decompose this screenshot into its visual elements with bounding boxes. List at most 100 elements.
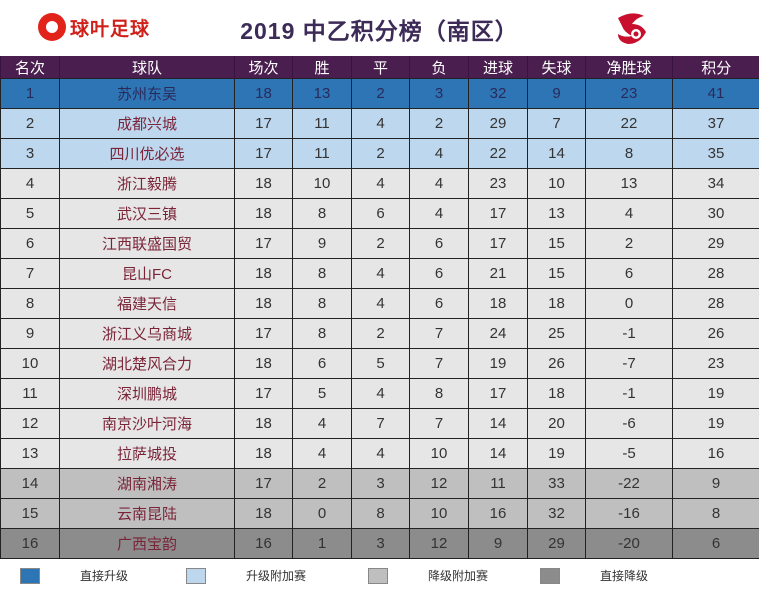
table-cell: 8 — [292, 318, 352, 349]
table-cell: 1 — [0, 78, 60, 109]
table-cell: 25 — [527, 318, 586, 349]
legend-swatch — [540, 567, 560, 584]
table-cell: 8 — [292, 288, 352, 319]
table-cell: 11 — [292, 108, 352, 139]
table-row: 2 成都兴城 17 11 4 2 29 7 22 37 — [0, 108, 759, 139]
table-cell: -1 — [585, 318, 673, 349]
team-name-cell: 云南昆陆 — [59, 498, 235, 529]
column-header: 失球 — [527, 56, 586, 79]
table-cell: -5 — [585, 438, 673, 469]
table-cell: -16 — [585, 498, 673, 529]
table-cell: 10 — [527, 168, 586, 199]
table-cell: 10 — [292, 168, 352, 199]
table-cell: -6 — [585, 408, 673, 439]
table-cell: 4 — [409, 168, 469, 199]
table-cell: 19 — [672, 378, 759, 409]
table-cell: 18 — [234, 498, 293, 529]
table-cell: 8 — [0, 288, 60, 319]
table-cell: 4 — [351, 168, 410, 199]
legend-swatch — [186, 567, 206, 584]
team-name-cell: 苏州东吴 — [59, 78, 235, 109]
table-cell: 16 — [0, 528, 60, 559]
table-cell: 10 — [0, 348, 60, 379]
table-cell: 17 — [468, 378, 528, 409]
table-cell: 2 — [351, 318, 410, 349]
table-cell: 14 — [468, 408, 528, 439]
table-cell: 23 — [585, 78, 673, 109]
table-cell: 0 — [292, 498, 352, 529]
table-cell: 4 — [351, 108, 410, 139]
table-cell: 26 — [527, 348, 586, 379]
table-cell: 15 — [0, 498, 60, 529]
table-cell: 11 — [468, 468, 528, 499]
team-name-cell: 武汉三镇 — [59, 198, 235, 229]
column-header: 积分 — [672, 56, 759, 79]
table-cell: 19 — [672, 408, 759, 439]
table-cell: 8 — [292, 198, 352, 229]
table-cell: 18 — [234, 198, 293, 229]
table-cell: 2 — [409, 108, 469, 139]
team-name-cell: 深圳鹏城 — [59, 378, 235, 409]
table-cell: 6 — [409, 288, 469, 319]
column-header: 名次 — [0, 56, 60, 79]
team-name-cell: 昆山FC — [59, 258, 235, 289]
table-cell: 9 — [527, 78, 586, 109]
table-cell: 13 — [527, 198, 586, 229]
team-name-cell: 拉萨城投 — [59, 438, 235, 469]
table-cell: 23 — [672, 348, 759, 379]
table-cell: 5 — [292, 378, 352, 409]
table-cell: 6 — [0, 228, 60, 259]
table-cell: 17 — [468, 228, 528, 259]
table-cell: 16 — [468, 498, 528, 529]
table-cell: 17 — [234, 378, 293, 409]
table-cell: 1 — [292, 528, 352, 559]
table-cell: 8 — [409, 378, 469, 409]
table-cell: 24 — [468, 318, 528, 349]
table-cell: 14 — [527, 138, 586, 169]
table-cell: 3 — [0, 138, 60, 169]
table-cell: 32 — [468, 78, 528, 109]
table-row: 6 江西联盛国贸 17 9 2 6 17 15 2 29 — [0, 228, 759, 259]
table-cell: 9 — [292, 228, 352, 259]
table-cell: 34 — [672, 168, 759, 199]
table-row: 7 昆山FC 18 8 4 6 21 15 6 28 — [0, 258, 759, 289]
team-name-cell: 福建天信 — [59, 288, 235, 319]
table-row: 11 深圳鹏城 17 5 4 8 17 18 -1 19 — [0, 378, 759, 409]
table-cell: -1 — [585, 378, 673, 409]
table-row: 13 拉萨城投 18 4 4 10 14 19 -5 16 — [0, 438, 759, 469]
table-cell: 14 — [468, 438, 528, 469]
column-header: 净胜球 — [585, 56, 673, 79]
table-cell: 8 — [292, 258, 352, 289]
table-cell: 8 — [351, 498, 410, 529]
table-cell: 10 — [409, 498, 469, 529]
table-cell: 18 — [234, 168, 293, 199]
table-cell: 0 — [585, 288, 673, 319]
table-cell: 2 — [585, 228, 673, 259]
team-name-cell: 湖北楚风合力 — [59, 348, 235, 379]
table-cell: 18 — [234, 288, 293, 319]
table-cell: 6 — [409, 258, 469, 289]
table-cell: 16 — [672, 438, 759, 469]
table-cell: 35 — [672, 138, 759, 169]
table-cell: 4 — [351, 438, 410, 469]
table-cell: 3 — [409, 78, 469, 109]
page-title: 2019 中乙积分榜（南区） — [240, 18, 519, 44]
legend-label: 降级附加赛 — [428, 569, 489, 583]
table-cell: 18 — [468, 288, 528, 319]
column-header: 负 — [409, 56, 469, 79]
team-name-cell: 浙江义乌商城 — [59, 318, 235, 349]
table-cell: 19 — [527, 438, 586, 469]
table-cell: 7 — [409, 348, 469, 379]
table-cell: 14 — [0, 468, 60, 499]
table-cell: 13 — [585, 168, 673, 199]
table-cell: 4 — [351, 258, 410, 289]
table-cell: 10 — [409, 438, 469, 469]
table-cell: 4 — [351, 288, 410, 319]
table-cell: 9 — [468, 528, 528, 559]
table-row: 16 广西宝韵 16 1 3 12 9 29 -20 6 — [0, 528, 759, 559]
table-cell: 6 — [585, 258, 673, 289]
table-row: 8 福建天信 18 8 4 6 18 18 0 28 — [0, 288, 759, 319]
table-row: 10 湖北楚风合力 18 6 5 7 19 26 -7 23 — [0, 348, 759, 379]
table-cell: 6 — [409, 228, 469, 259]
legend-label: 升级附加赛 — [246, 569, 307, 583]
